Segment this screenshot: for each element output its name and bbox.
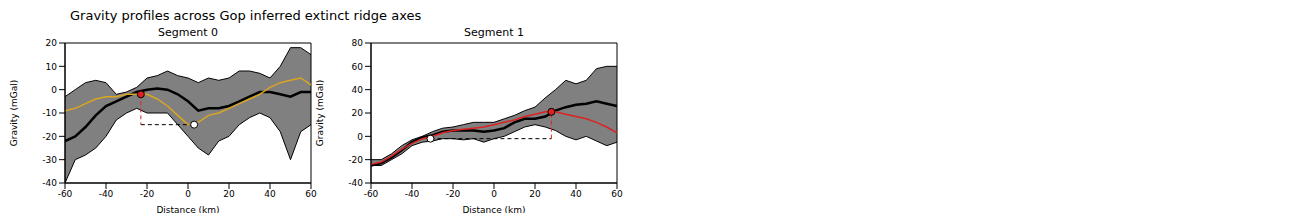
svg-text:20: 20 bbox=[529, 189, 541, 199]
svg-text:20: 20 bbox=[223, 189, 235, 199]
svg-text:-40: -40 bbox=[42, 178, 57, 188]
svg-text:-20: -20 bbox=[446, 189, 461, 199]
html-text:Gravity profiles across Gop in: Gravity profiles across Gop inferred ext… bbox=[70, 8, 422, 23]
svg-text:60: 60 bbox=[611, 189, 623, 199]
svg-text:0: 0 bbox=[185, 189, 191, 199]
svg-text:-40: -40 bbox=[348, 178, 363, 188]
svg-text:0: 0 bbox=[357, 132, 363, 142]
svg-text:60: 60 bbox=[305, 189, 317, 199]
svg-text:80: 80 bbox=[352, 38, 364, 48]
svg-text:0: 0 bbox=[51, 85, 57, 95]
svg-text:-40: -40 bbox=[99, 189, 114, 199]
svg-text:-60: -60 bbox=[364, 189, 379, 199]
html-text:Segment 1: Segment 1 bbox=[464, 26, 524, 39]
svg-text:-20: -20 bbox=[42, 132, 57, 142]
svg-text:Gravity (mGal): Gravity (mGal) bbox=[9, 80, 19, 147]
svg-text:20: 20 bbox=[352, 108, 364, 118]
svg-text:-20: -20 bbox=[140, 189, 155, 199]
svg-text:0: 0 bbox=[491, 189, 497, 199]
svg-text:10: 10 bbox=[46, 62, 58, 72]
svg-text:40: 40 bbox=[352, 85, 364, 95]
svg-text:-30: -30 bbox=[42, 155, 57, 165]
svg-text:-20: -20 bbox=[348, 155, 363, 165]
html-text:Segment 0: Segment 0 bbox=[158, 26, 218, 39]
svg-text:Gravity (mGal): Gravity (mGal) bbox=[315, 80, 325, 147]
svg-text:60: 60 bbox=[352, 62, 364, 72]
svg-text:-40: -40 bbox=[405, 189, 420, 199]
svg-text:40: 40 bbox=[570, 189, 582, 199]
svg-text:40: 40 bbox=[264, 189, 276, 199]
svg-text:Distance (km): Distance (km) bbox=[462, 205, 525, 213]
svg-text:-60: -60 bbox=[58, 189, 73, 199]
svg-text:-10: -10 bbox=[42, 108, 57, 118]
svg-text:20: 20 bbox=[46, 38, 58, 48]
svg-text:Distance (km): Distance (km) bbox=[156, 205, 219, 213]
